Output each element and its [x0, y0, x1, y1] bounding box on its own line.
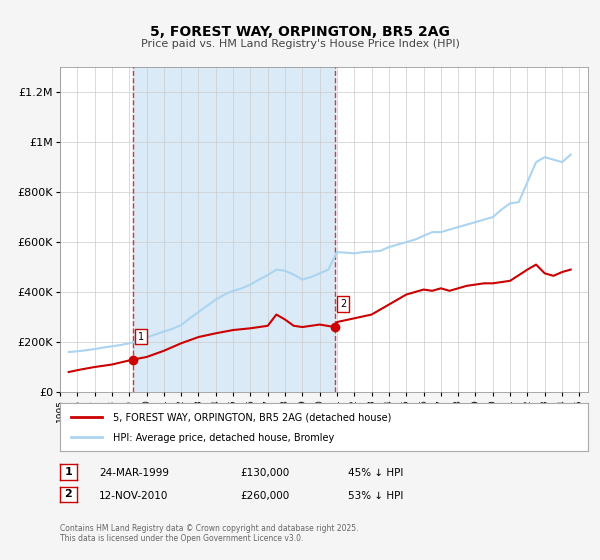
Text: 24-MAR-1999: 24-MAR-1999	[99, 468, 169, 478]
Text: 45% ↓ HPI: 45% ↓ HPI	[348, 468, 403, 478]
Text: £260,000: £260,000	[240, 491, 289, 501]
Bar	[133, 67, 335, 392]
Text: 5, FOREST WAY, ORPINGTON, BR5 2AG: 5, FOREST WAY, ORPINGTON, BR5 2AG	[150, 25, 450, 39]
Text: Price paid vs. HM Land Registry's House Price Index (HPI): Price paid vs. HM Land Registry's House …	[140, 39, 460, 49]
Text: 2: 2	[65, 489, 72, 500]
Text: Contains HM Land Registry data © Crown copyright and database right 2025.
This d: Contains HM Land Registry data © Crown c…	[60, 524, 359, 543]
Text: 53% ↓ HPI: 53% ↓ HPI	[348, 491, 403, 501]
Text: £130,000: £130,000	[240, 468, 289, 478]
Text: 5, FOREST WAY, ORPINGTON, BR5 2AG (detached house): 5, FOREST WAY, ORPINGTON, BR5 2AG (detac…	[113, 413, 391, 422]
Text: 1: 1	[138, 332, 145, 342]
Text: 12-NOV-2010: 12-NOV-2010	[99, 491, 169, 501]
Text: HPI: Average price, detached house, Bromley: HPI: Average price, detached house, Brom…	[113, 433, 334, 444]
Text: 2: 2	[340, 299, 346, 309]
Text: 1: 1	[65, 467, 72, 477]
